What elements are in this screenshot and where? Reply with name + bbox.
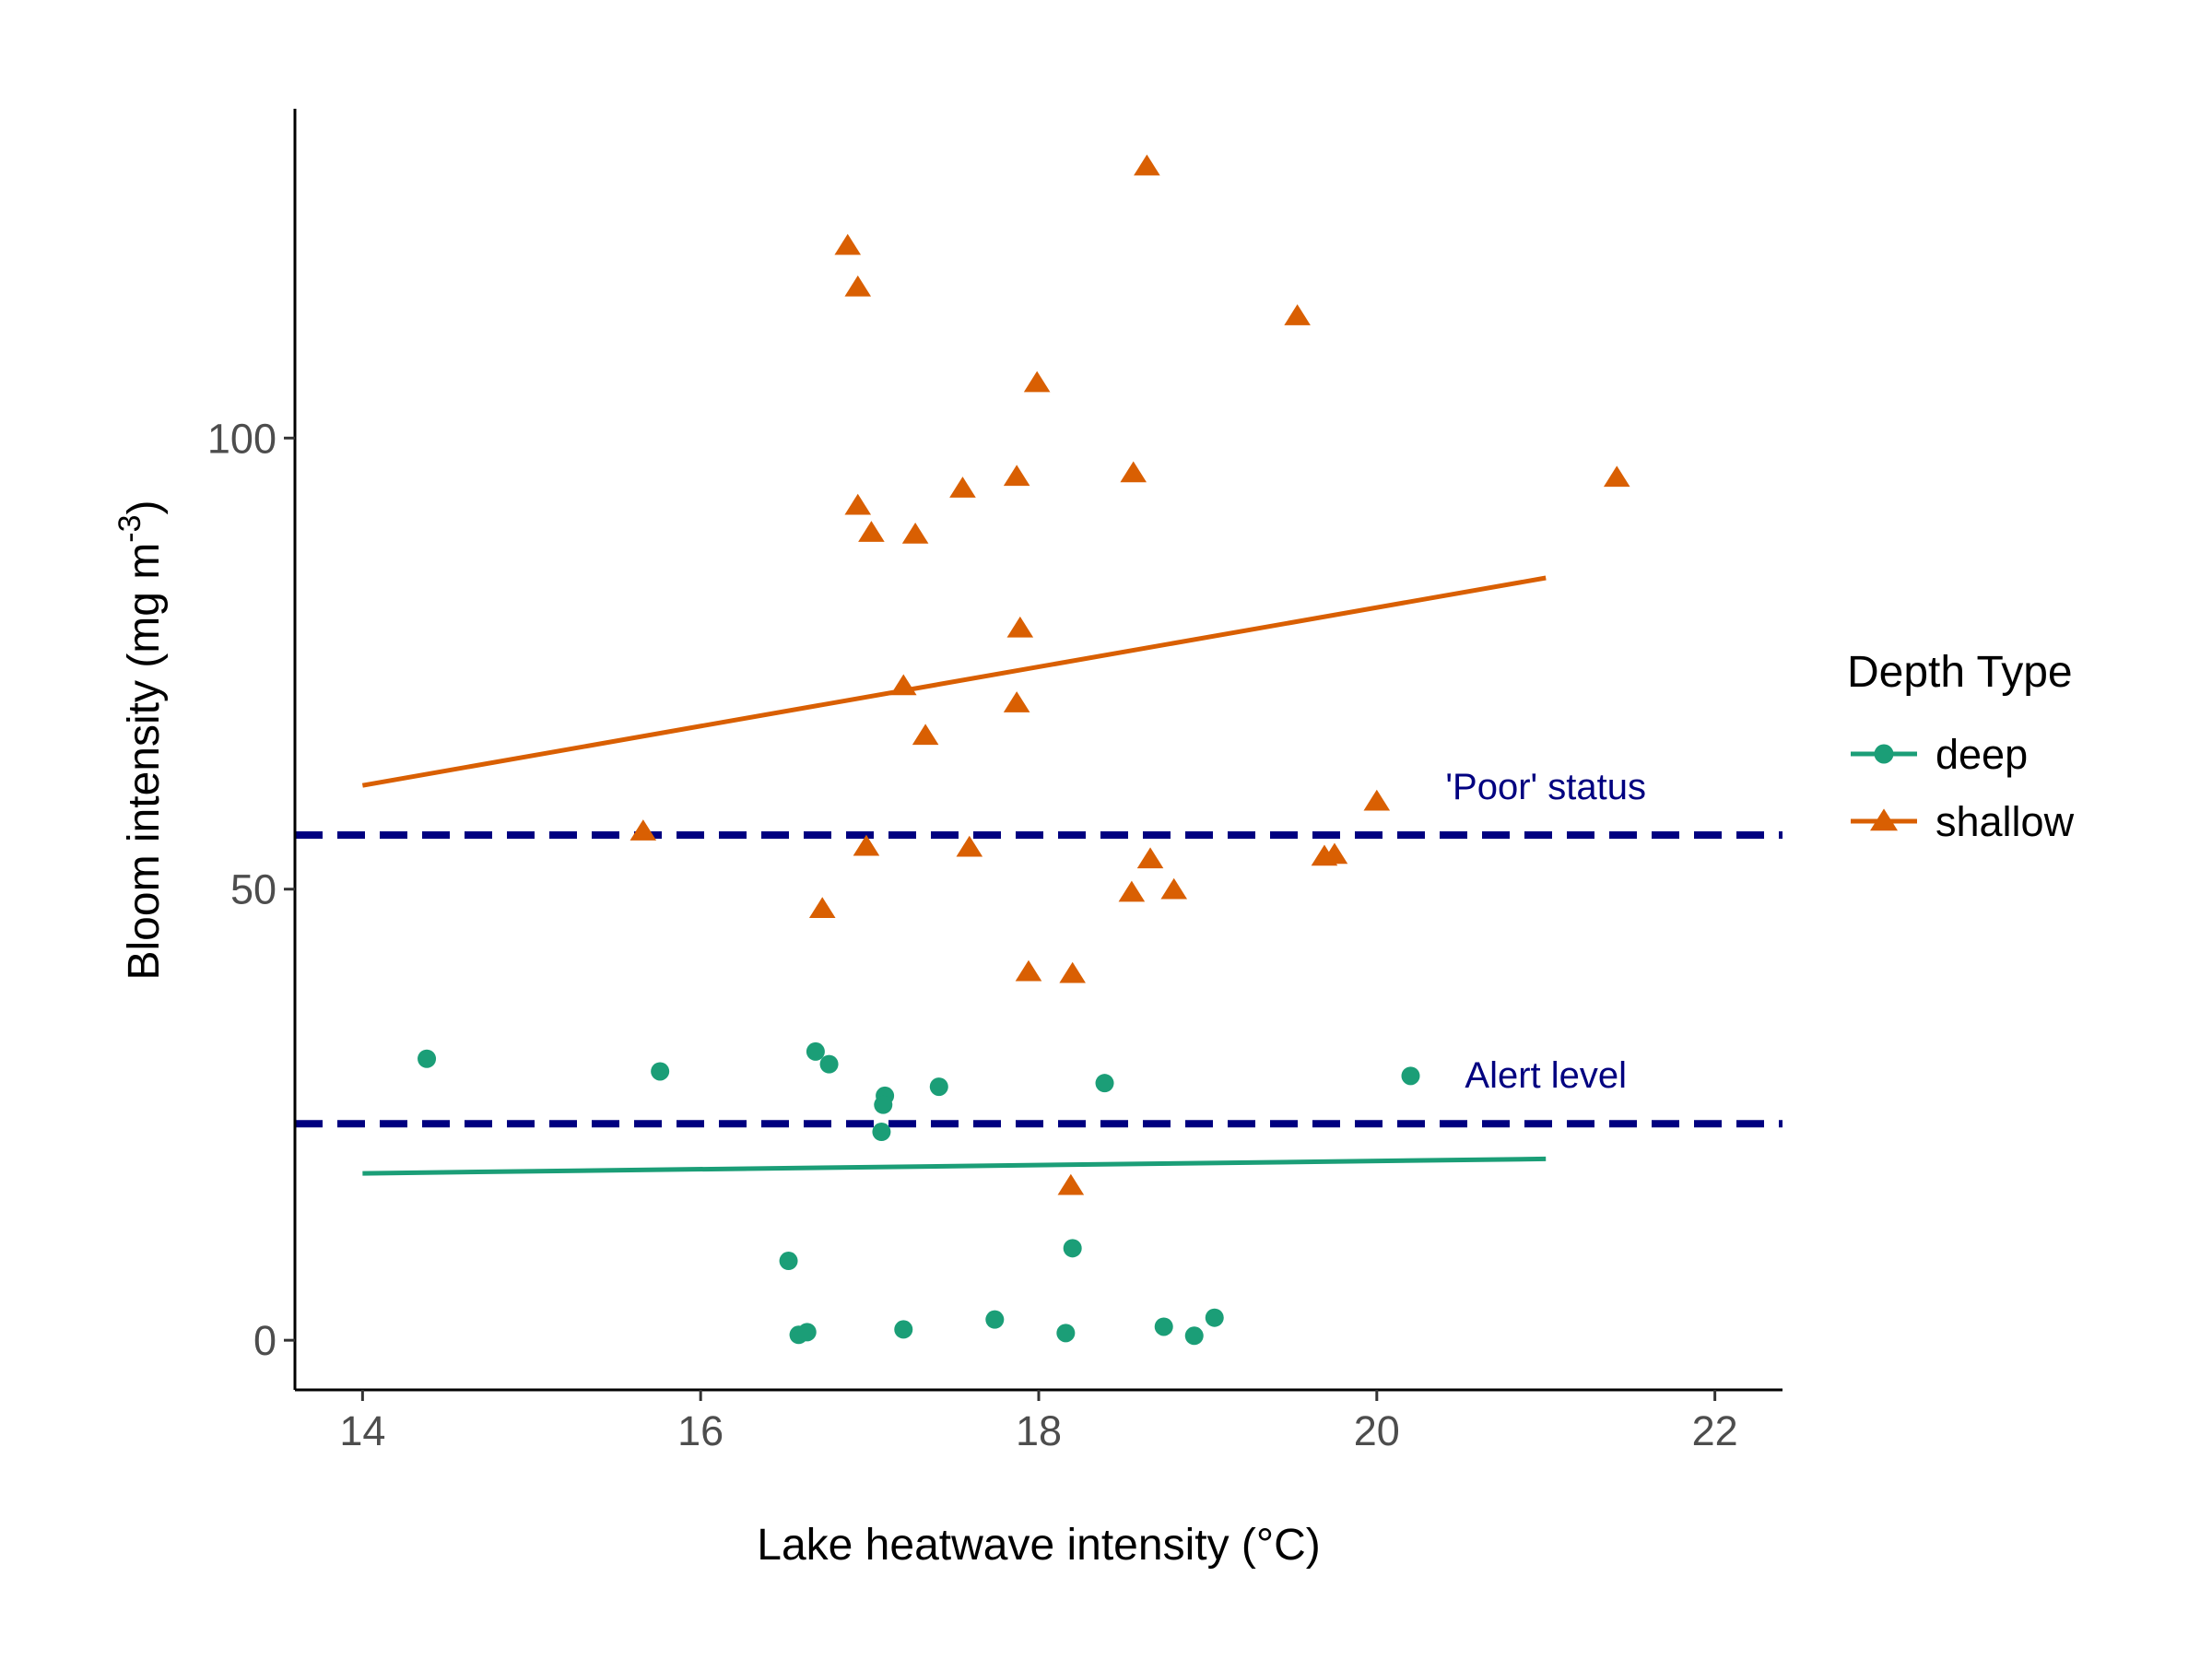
y-tick-label: 0 <box>253 1317 276 1364</box>
data-point-shallow <box>1057 1173 1085 1195</box>
data-points <box>418 154 1630 1346</box>
legend-items: deep shallow <box>1851 731 2075 845</box>
data-point-deep <box>1184 1326 1204 1346</box>
data-point-shallow <box>912 724 939 746</box>
data-point-shallow <box>1003 465 1030 487</box>
x-tick-label: 22 <box>1692 1407 1738 1454</box>
data-point-shallow <box>949 477 976 498</box>
x-tick-label: 16 <box>677 1407 724 1454</box>
legend: Depth Type deep shallow <box>1847 648 2075 845</box>
data-point-deep <box>872 1123 891 1142</box>
data-point-shallow <box>1603 465 1630 488</box>
data-point-shallow <box>1006 616 1034 638</box>
data-point-shallow <box>1321 842 1348 865</box>
reference-line-label: 'Poor' status <box>1445 767 1646 807</box>
y-tick-label: 50 <box>230 866 276 913</box>
x-tick-label: 18 <box>1016 1407 1062 1454</box>
legend-label-deep: deep <box>1936 731 2028 778</box>
x-tick-label: 20 <box>1354 1407 1400 1454</box>
trend-line-deep <box>362 1156 1547 1176</box>
data-point-shallow <box>858 521 885 542</box>
data-point-shallow <box>1023 371 1051 393</box>
data-point-shallow <box>1003 691 1030 712</box>
trend-line-shallow <box>361 575 1547 788</box>
data-point-shallow <box>1015 959 1042 982</box>
trend-lines <box>361 575 1547 1176</box>
data-point-deep <box>819 1054 839 1074</box>
data-point-shallow <box>1363 789 1391 811</box>
data-point-deep <box>797 1323 817 1342</box>
y-axis-title-close: ) <box>120 500 169 514</box>
data-point-deep <box>929 1077 948 1097</box>
data-point-shallow <box>844 493 872 515</box>
data-point-deep <box>874 1095 893 1114</box>
data-point-deep <box>985 1310 1005 1329</box>
legend-label-shallow: shallow <box>1936 798 2075 845</box>
legend-key-marker-shallow <box>1869 808 1899 831</box>
data-point-shallow <box>1120 461 1147 483</box>
data-point-shallow <box>1136 847 1164 869</box>
reference-line-label: Alert level <box>1465 1055 1627 1096</box>
y-axis-ticks: 0 50 100 <box>207 415 295 1364</box>
data-point-deep <box>894 1320 913 1339</box>
data-point-shallow <box>629 819 657 841</box>
data-point-deep <box>1401 1066 1420 1086</box>
legend-title: Depth Type <box>1847 648 2073 697</box>
data-point-shallow <box>1160 877 1188 900</box>
data-point-shallow <box>901 523 929 544</box>
data-point-shallow <box>889 674 917 696</box>
data-point-deep <box>1063 1239 1082 1258</box>
data-point-deep <box>1205 1308 1224 1327</box>
data-point-deep <box>806 1041 825 1061</box>
data-point-shallow <box>834 233 862 255</box>
data-point-deep <box>1056 1324 1076 1343</box>
data-point-deep <box>651 1062 670 1081</box>
data-point-shallow <box>1134 154 1160 176</box>
data-point-deep <box>1095 1074 1114 1093</box>
y-axis-title-superscript: -3 <box>112 514 147 542</box>
y-tick-label: 100 <box>207 415 276 462</box>
x-tick-label: 14 <box>339 1407 385 1454</box>
data-point-shallow <box>1059 961 1086 983</box>
data-point-deep <box>418 1049 437 1068</box>
x-axis-title: Lake heatwave intensity (°C) <box>757 1521 1320 1570</box>
data-point-shallow <box>1118 880 1146 902</box>
data-point-shallow <box>956 835 983 857</box>
legend-key-marker-deep <box>1874 744 1894 764</box>
x-axis-ticks: 14 16 18 20 22 <box>339 1390 1738 1454</box>
data-point-deep <box>1154 1317 1173 1336</box>
y-axis-title-main: Bloom intensity (mg m <box>120 543 169 981</box>
reference-lines: 'Poor' status Alert level <box>295 767 1783 1128</box>
y-axis-title: Bloom intensity (mg m-3) <box>112 500 169 980</box>
data-point-shallow <box>808 897 836 919</box>
data-point-deep <box>779 1252 798 1271</box>
data-point-shallow <box>853 834 880 856</box>
data-point-shallow <box>844 275 872 297</box>
data-point-shallow <box>1284 304 1311 325</box>
